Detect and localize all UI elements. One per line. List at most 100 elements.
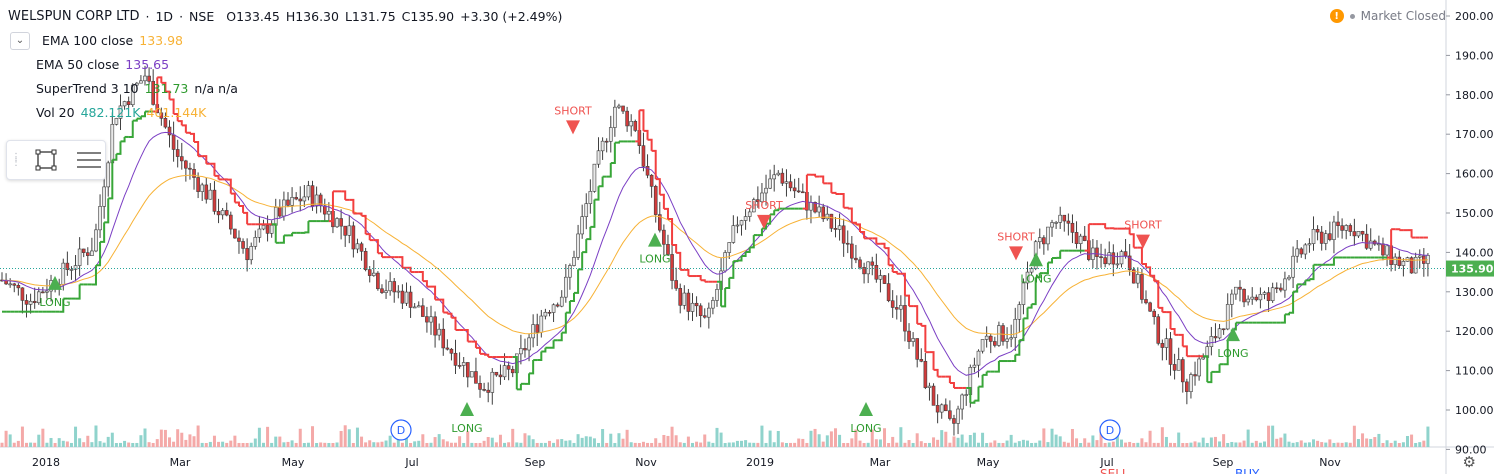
candle-body (976, 350, 981, 366)
indicator-name: Vol 20 (36, 105, 75, 120)
candle-body (433, 316, 437, 336)
supertrend-line (1101, 223, 1107, 229)
volume-bar (821, 441, 825, 447)
candle-body (139, 80, 143, 84)
volume-bar (748, 442, 752, 447)
warning-icon[interactable]: ! (1329, 9, 1344, 23)
close-value: C135.90 (401, 9, 455, 24)
x-tick-label: Mar (170, 456, 191, 469)
volume-bar (306, 442, 310, 447)
indicator-ema50[interactable]: EMA 50 close 135.65 (8, 53, 562, 77)
supertrend-line (120, 136, 126, 143)
volume-bar (944, 431, 948, 447)
interval-label[interactable]: 1D (155, 9, 174, 24)
candle-body (915, 338, 920, 360)
candle-body (813, 202, 817, 213)
chevron-down-icon[interactable]: ⌄ (10, 32, 30, 50)
volume-bar (323, 442, 327, 447)
supertrend-line (1170, 327, 1176, 335)
volume-bar (948, 442, 952, 447)
candle-body (1119, 251, 1124, 265)
candle-body (894, 307, 899, 310)
candle-body (833, 228, 838, 230)
x-tick-label: Nov (1319, 456, 1341, 469)
rectangle-tool-button[interactable] (29, 145, 62, 175)
supertrend-line (422, 280, 428, 287)
candle-body (261, 225, 266, 230)
candle-body (1201, 357, 1205, 360)
volume-bar (282, 442, 286, 447)
volume-bar (278, 436, 282, 447)
volume-bar (1058, 436, 1062, 447)
candle-body (400, 290, 405, 304)
candle-body (1111, 252, 1116, 265)
supertrend-line (721, 287, 727, 308)
rectangle-tool-icon (35, 149, 56, 171)
drag-handle-icon[interactable]: ⋮ ⋮ (11, 152, 21, 168)
volume-bar (343, 425, 347, 447)
candle-body (359, 243, 364, 252)
volume-bar (1262, 441, 1266, 447)
candle-body (1250, 296, 1255, 300)
volume-bar (715, 427, 719, 447)
candle-body (1136, 274, 1140, 284)
candle-body (678, 288, 683, 306)
volume-bar (1119, 439, 1123, 447)
volume-bar (311, 426, 315, 447)
candle-body (1009, 337, 1013, 340)
volume-bar (270, 442, 274, 447)
candle-body (756, 199, 760, 203)
volume-bar (188, 434, 192, 447)
long-signal-arrow (460, 402, 474, 416)
supertrend-line (1035, 273, 1041, 279)
drawing-toolbox[interactable]: ⋮ ⋮ (6, 140, 106, 180)
candle-body (890, 300, 895, 308)
volume-bar (237, 442, 241, 447)
supertrend-line (872, 237, 878, 244)
volume-bar (1267, 425, 1271, 447)
candle-body (351, 225, 356, 250)
market-status[interactable]: ! Market Closed (1329, 9, 1446, 23)
candle-body (106, 162, 111, 188)
supertrend-line (921, 324, 927, 353)
volume-bar (797, 438, 801, 447)
candle-body (86, 252, 90, 256)
candle-body (32, 300, 37, 304)
supertrend-line (1158, 306, 1164, 313)
candle-body (1042, 237, 1046, 245)
volume-bar (625, 429, 629, 447)
volume-bar (801, 438, 805, 447)
supertrend-line (945, 375, 951, 384)
supertrend-line (173, 113, 179, 122)
x-tick-label: Sep (525, 456, 546, 469)
candle-body (854, 257, 858, 261)
volume-bar (899, 427, 903, 447)
volume-bar (380, 441, 384, 447)
volume-bar (972, 432, 976, 447)
lines-tool-button[interactable] (72, 145, 105, 175)
candle-body (151, 81, 155, 105)
volume-bar (813, 428, 817, 447)
volume-bar (266, 426, 270, 447)
indicator-ema100[interactable]: ⌄ EMA 100 close 133.98 (8, 29, 562, 53)
indicator-supertrend[interactable]: SuperTrend 3 10 131.73 n/a n/a (8, 77, 562, 101)
symbol-name[interactable]: WELSPUN CORP LTD (8, 9, 140, 24)
candle-body (784, 181, 789, 184)
indicator-volume[interactable]: Vol 20 482.121K 401.144K (8, 101, 562, 125)
volume-bar (106, 436, 110, 447)
volume-bar (286, 441, 290, 447)
supertrend-line (1223, 339, 1229, 366)
supertrend-line (128, 120, 134, 138)
supertrend-line (590, 199, 596, 228)
candle-body (1348, 225, 1353, 232)
supertrend-line (880, 242, 886, 249)
candle-body (220, 210, 225, 216)
volume-bar (470, 442, 474, 447)
supertrend-line (700, 279, 706, 282)
volume-bar (1054, 434, 1058, 447)
candle-body (502, 365, 507, 378)
candle-body (36, 291, 41, 304)
supertrend-line (598, 176, 604, 188)
gear-icon[interactable]: ⚙ (1462, 453, 1476, 471)
